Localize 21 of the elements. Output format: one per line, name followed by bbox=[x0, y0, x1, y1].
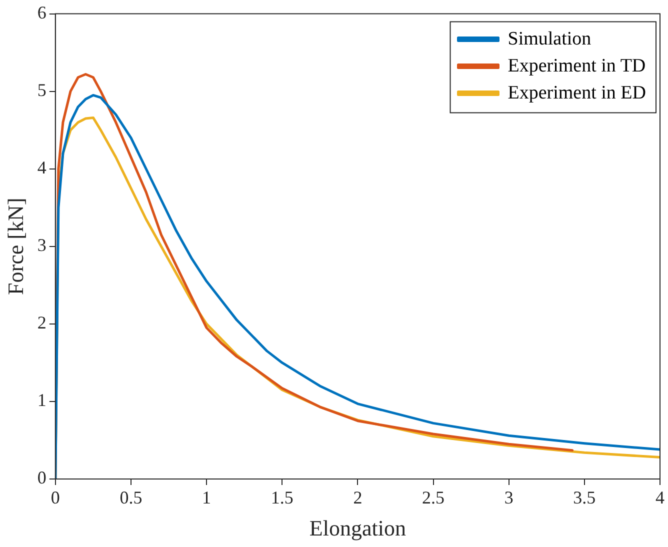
x-axis-title: Elongation bbox=[309, 516, 406, 541]
x-tick-label: 4 bbox=[656, 488, 664, 508]
x-tick-label: 3.5 bbox=[573, 488, 596, 508]
legend-label: Experiment in TD bbox=[508, 55, 646, 76]
x-tick-label: 0 bbox=[50, 488, 60, 508]
x-tick-label: 1.5 bbox=[270, 488, 294, 508]
y-tick-label: 2 bbox=[37, 312, 46, 333]
y-tick-label: 5 bbox=[37, 80, 46, 100]
x-tick-label: 0.5 bbox=[120, 488, 142, 508]
y-tick-label: 4 bbox=[37, 158, 46, 178]
y-tick-label: 1 bbox=[37, 390, 46, 410]
legend-label: Simulation bbox=[508, 28, 592, 50]
y-axis-title: Force [kN] bbox=[2, 198, 28, 295]
y-tick-label: 6 bbox=[37, 2, 46, 23]
x-tick-label: 1 bbox=[202, 488, 212, 508]
x-tick-label: 3 bbox=[504, 488, 514, 508]
y-tick-label: 3 bbox=[37, 235, 46, 256]
x-tick-label: 2.5 bbox=[422, 488, 445, 508]
x-tick-label: 2 bbox=[353, 488, 362, 508]
legend-label: Experiment in ED bbox=[508, 82, 646, 104]
y-tick-label: 0 bbox=[37, 468, 46, 488]
